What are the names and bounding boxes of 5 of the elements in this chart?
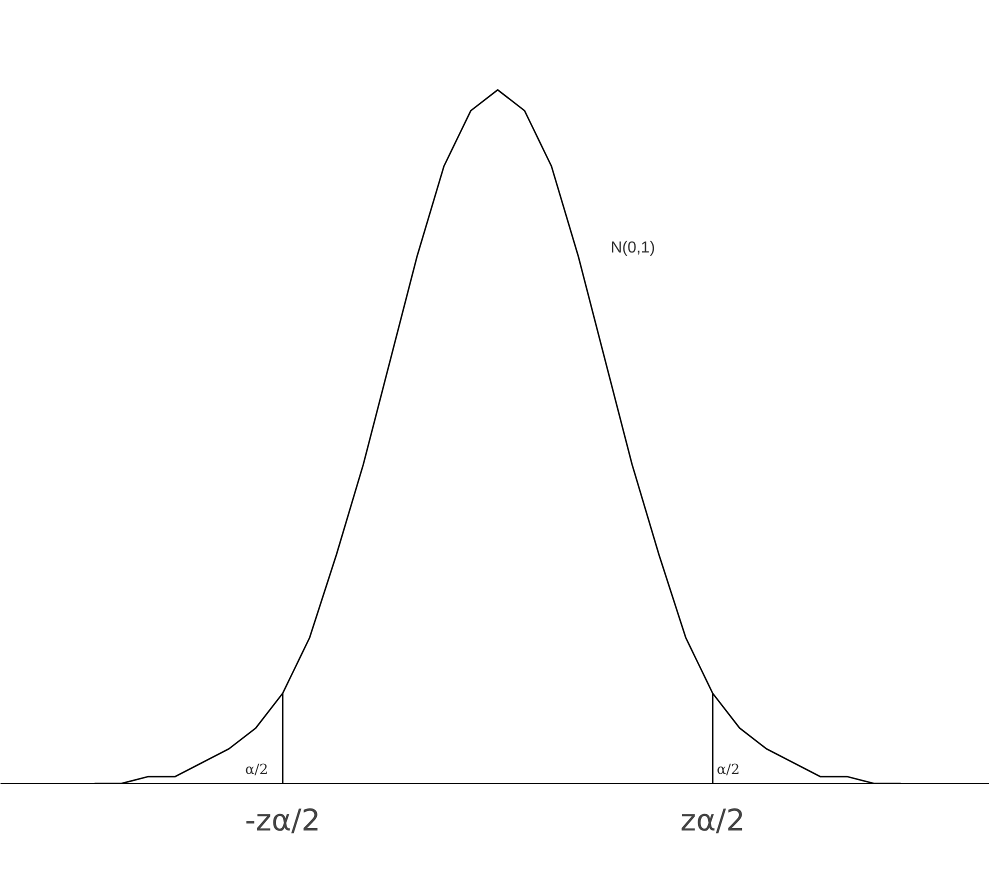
annotation: α/2 <box>245 762 268 778</box>
x-tick-label: -zα/2 <box>244 804 320 838</box>
x-tick-label: zα/2 <box>680 804 746 838</box>
annotation: α/2 <box>716 762 740 778</box>
annotation: N(0,1) <box>610 239 656 256</box>
